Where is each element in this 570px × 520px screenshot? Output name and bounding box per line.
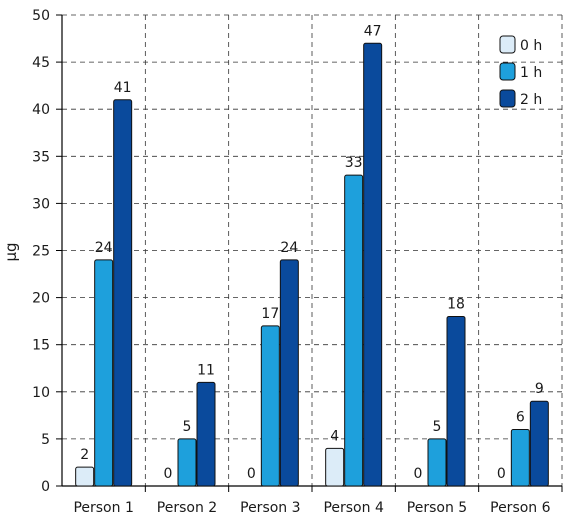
- data-label: 4: [330, 428, 339, 444]
- y-tick-label: 20: [32, 291, 50, 307]
- legend-label: 1 h: [520, 65, 542, 81]
- bar: [325, 447, 345, 487]
- data-label: 0: [497, 466, 506, 482]
- data-label: 5: [433, 419, 442, 435]
- data-label: 33: [345, 155, 363, 171]
- legend-swatch: [499, 35, 516, 54]
- y-tick-label: 5: [41, 432, 50, 448]
- data-label: 41: [114, 80, 132, 96]
- bars: [75, 42, 549, 487]
- y-tick-label: 15: [32, 338, 50, 354]
- bar: [113, 99, 133, 487]
- bar: [196, 381, 216, 487]
- legend-swatch: [499, 62, 516, 81]
- bar: [344, 174, 364, 487]
- y-tick-label: 0: [41, 479, 50, 495]
- bar: [260, 325, 280, 487]
- legend-swatch: [499, 89, 516, 108]
- data-label: 5: [183, 419, 192, 435]
- y-tick-label: 25: [32, 244, 50, 260]
- x-tick-label: Person 1: [73, 500, 133, 516]
- bar: [510, 428, 530, 487]
- y-tick-label: 45: [32, 55, 50, 71]
- x-tick-label: Person 2: [157, 500, 217, 516]
- grid: [62, 14, 563, 486]
- data-label: 18: [447, 296, 465, 312]
- x-tick-label: Person 4: [323, 500, 383, 516]
- data-label: 17: [261, 306, 279, 322]
- data-label: 0: [164, 466, 173, 482]
- legend: 0 h 1 h 2 h: [499, 35, 542, 108]
- data-label: 6: [516, 409, 525, 425]
- legend-label: 2 h: [520, 92, 542, 108]
- y-tick-label: 10: [32, 385, 50, 401]
- y-axis-label: µg: [2, 242, 20, 261]
- bar: [94, 259, 114, 487]
- bar: [363, 42, 383, 487]
- bar: [446, 315, 466, 487]
- bar: [427, 438, 447, 487]
- data-label: 9: [535, 381, 544, 397]
- y-tick-label: 50: [32, 8, 50, 24]
- y-tick-label: 40: [32, 102, 50, 118]
- x-tick-label: Person 3: [240, 500, 300, 516]
- data-label: 0: [414, 466, 423, 482]
- data-label: 47: [364, 23, 382, 39]
- data-label: 11: [197, 362, 215, 378]
- y-tick-label: 30: [32, 196, 50, 212]
- legend-label: 0 h: [520, 38, 542, 54]
- bar: [75, 466, 95, 487]
- data-label: 0: [247, 466, 256, 482]
- y-tick-label: 35: [32, 149, 50, 165]
- data-label: 24: [95, 240, 113, 256]
- bar: [529, 400, 549, 487]
- data-labels: 2 24 41 0 5 11 0 17 24 4 33 47 0 5 18 0 69: [80, 23, 544, 482]
- bar: [177, 438, 197, 487]
- data-label: 24: [280, 240, 298, 256]
- data-label: 2: [80, 447, 89, 463]
- x-tick-label: Person 5: [407, 500, 467, 516]
- bar: [279, 259, 299, 487]
- x-tick-label: Person 6: [490, 500, 550, 516]
